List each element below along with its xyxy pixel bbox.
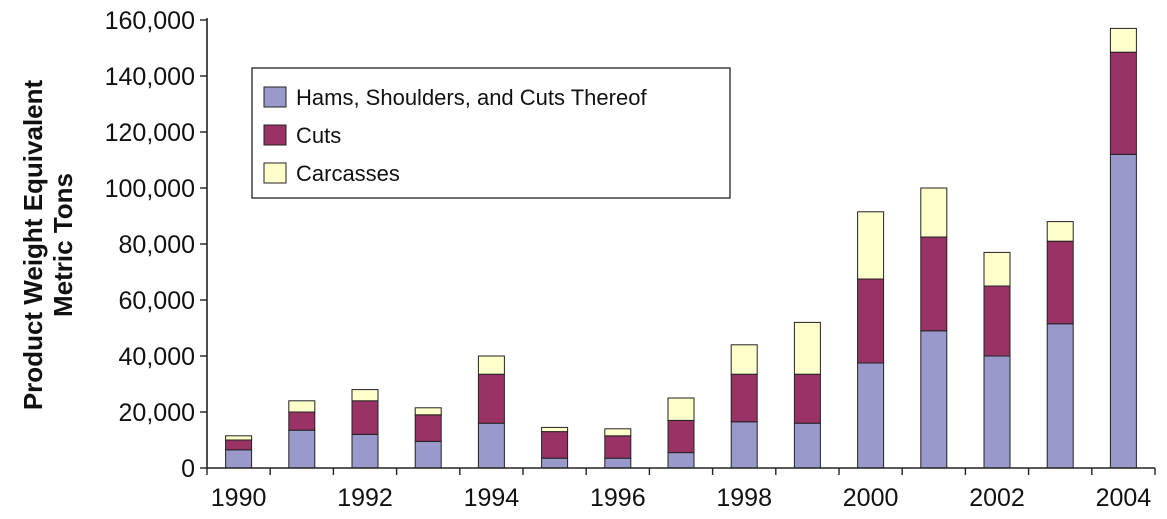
legend-box — [251, 67, 731, 199]
bar-2002-series-2 — [983, 251, 1011, 287]
bar-2003-series-0 — [1046, 323, 1074, 469]
y-tick-label: 140,000 — [105, 63, 195, 91]
axes-layer — [206, 18, 1155, 469]
bar-1992-series-0 — [351, 433, 379, 469]
bar-1990-series-0 — [225, 449, 253, 469]
x-tick-label-1998: 1998 — [716, 484, 772, 512]
bar-2001-series-0 — [920, 330, 948, 469]
legend-label-1: Cuts — [296, 123, 341, 148]
bar-1994-series-0 — [477, 422, 505, 469]
x-tick-label-1990: 1990 — [211, 484, 267, 512]
legend-swatch-1 — [263, 124, 287, 146]
bar-2000-series-1 — [857, 278, 885, 364]
legend: Hams, Shoulders, and Cuts Thereof Cuts Car… — [251, 67, 731, 199]
bar-1998-series-2 — [730, 344, 758, 375]
x-ticks-layer: 1990 1992 1994 1996 1998 2000 2002 2004 — [206, 468, 1156, 512]
x-tick-label-2004: 2004 — [1096, 484, 1152, 512]
legend-label-0: Hams, Shoulders, and Cuts Thereof — [296, 85, 647, 110]
y-axis-label-line-1: Product Weight Equivalent — [18, 80, 48, 411]
bar-1993-series-2 — [414, 407, 442, 416]
bar-2003-series-2 — [1046, 221, 1074, 242]
bar-2001-series-1 — [920, 236, 948, 332]
bar-1991-series-1 — [288, 411, 316, 431]
bar-2004-series-2 — [1109, 27, 1137, 53]
bar-1994-series-1 — [477, 373, 505, 424]
bar-1995-series-0 — [541, 457, 569, 469]
bar-1997-series-1 — [667, 419, 695, 454]
bar-1990-series-1 — [225, 439, 253, 451]
x-tick-label-1994: 1994 — [464, 484, 520, 512]
bar-2002-series-1 — [983, 285, 1011, 357]
y-tick-label: 120,000 — [105, 119, 195, 147]
bar-1996-series-1 — [604, 435, 632, 459]
bar-1998-series-0 — [730, 421, 758, 469]
bar-1990-series-2 — [225, 435, 253, 441]
y-tick-label: 160,000 — [105, 7, 195, 35]
bar-1996-series-2 — [604, 428, 632, 437]
bar-1992-series-1 — [351, 400, 379, 435]
y-axis-label: Product Weight Equivalent Metric Tons — [18, 80, 78, 411]
bar-2004-series-0 — [1109, 153, 1137, 469]
bar-1995-series-2 — [541, 426, 569, 433]
y-tick-label: 100,000 — [105, 175, 195, 203]
bar-1999-series-0 — [793, 422, 821, 469]
bar-1995-series-1 — [541, 431, 569, 459]
bar-2004-series-1 — [1109, 51, 1137, 155]
bar-1991-series-0 — [288, 429, 316, 469]
bar-1998-series-1 — [730, 373, 758, 423]
bar-1999-series-1 — [793, 373, 821, 424]
legend-swatch-0 — [263, 86, 287, 108]
bar-1997-series-0 — [667, 452, 695, 469]
bar-1992-series-2 — [351, 389, 379, 402]
bars-layer — [225, 27, 1137, 469]
x-tick-label-1996: 1996 — [590, 484, 646, 512]
y-tick-label: 80,000 — [119, 231, 195, 259]
bar-1994-series-2 — [477, 355, 505, 375]
x-tick-label-2000: 2000 — [843, 484, 899, 512]
bar-1996-series-0 — [604, 457, 632, 469]
bar-1999-series-2 — [793, 321, 821, 375]
bar-2003-series-1 — [1046, 240, 1074, 325]
legend-label-2: Carcasses — [296, 161, 400, 186]
bar-1993-series-0 — [414, 440, 442, 469]
x-tick-label-1992: 1992 — [337, 484, 393, 512]
y-tick-label: 0 — [181, 455, 195, 483]
bar-2000-series-2 — [857, 211, 885, 280]
bar-1993-series-1 — [414, 414, 442, 442]
y-tick-label: 20,000 — [119, 399, 195, 427]
x-tick-label-2002: 2002 — [969, 484, 1025, 512]
bar-2000-series-0 — [857, 362, 885, 469]
y-axis-label-line-2: Metric Tons — [48, 173, 78, 317]
y-tick-label: 60,000 — [119, 287, 195, 315]
y-ticks-layer: 0 20,000 40,000 60,000 80,000 100,000 120,000 1… — [105, 7, 207, 483]
bar-2001-series-2 — [920, 187, 948, 238]
bar-1997-series-2 — [667, 397, 695, 421]
bar-2002-series-0 — [983, 355, 1011, 469]
bar-1991-series-2 — [288, 400, 316, 413]
legend-swatch-2 — [263, 162, 287, 184]
y-tick-label: 40,000 — [119, 343, 195, 371]
